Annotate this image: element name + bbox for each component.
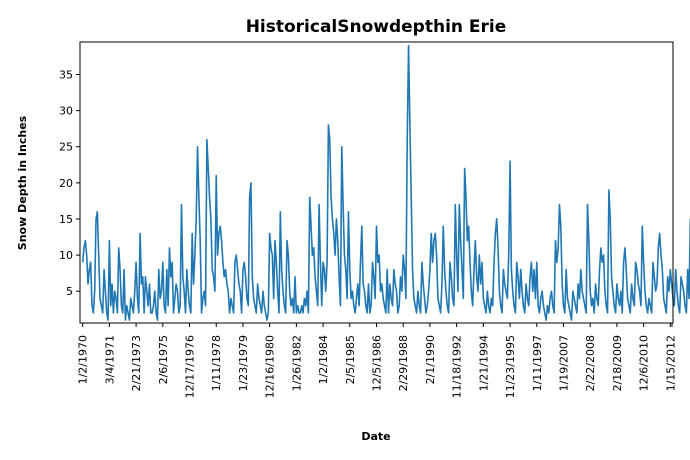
x-tick-label-14: 11/18/1992 bbox=[451, 335, 464, 398]
x-tick-label-12: 2/29/1988 bbox=[397, 335, 410, 391]
x-tick-label-19: 2/22/2008 bbox=[584, 335, 597, 391]
x-tick-label-1: 3/4/1971 bbox=[103, 335, 116, 384]
x-tick-label-20: 2/18/2009 bbox=[611, 335, 624, 391]
x-tick-label-8: 1/26/1982 bbox=[290, 335, 303, 391]
x-tick-label-2: 2/21/1973 bbox=[130, 335, 143, 391]
x-tick-label-18: 1/19/2007 bbox=[557, 335, 570, 391]
chart-title: HistoricalSnowdepthin Erie bbox=[246, 17, 507, 37]
x-tick-label-17: 1/11/1997 bbox=[531, 335, 544, 391]
x-tick-label-10: 2/5/1985 bbox=[344, 335, 357, 384]
x-tick-label-16: 11/23/1995 bbox=[504, 335, 517, 398]
x-tick-label-5: 1/11/1978 bbox=[210, 335, 223, 391]
y-tick-label-35: 35 bbox=[59, 69, 73, 82]
y-tick-label-20: 20 bbox=[59, 177, 73, 190]
x-tick-label-9: 1/2/1984 bbox=[317, 335, 330, 384]
series-line-0 bbox=[81, 44, 690, 321]
y-tick-label-30: 30 bbox=[59, 105, 73, 118]
x-tick-label-11: 12/5/1986 bbox=[371, 335, 384, 391]
x-tick-label-0: 1/2/1970 bbox=[77, 335, 90, 384]
plot-area: 5 10 15 20 25 30 35 1/2/1970 3/4/1971 2/21/1973 2/… bbox=[59, 41, 690, 398]
x-tick-label-4: 12/17/1976 bbox=[184, 335, 197, 398]
y-axis-label: Snow Depth in Inches bbox=[16, 115, 29, 250]
x-tick-label-3: 2/6/1975 bbox=[157, 335, 170, 384]
x-tick-label-21: 12/6/2010 bbox=[638, 335, 651, 391]
y-tick-label-5: 5 bbox=[66, 285, 73, 298]
x-axis-label: Date bbox=[361, 430, 390, 443]
x-tick-label-22: 1/15/2012 bbox=[664, 335, 677, 391]
y-tick-label-15: 15 bbox=[59, 213, 73, 226]
y-tick-label-10: 10 bbox=[59, 249, 73, 262]
x-tick-label-7: 12/16/1980 bbox=[264, 335, 277, 398]
x-tick-label-15: 1/21/1994 bbox=[477, 335, 490, 391]
x-tick-label-13: 2/1/1990 bbox=[424, 335, 437, 384]
x-tick-label-6: 1/23/1979 bbox=[237, 335, 250, 391]
y-tick-label-25: 25 bbox=[59, 141, 73, 154]
